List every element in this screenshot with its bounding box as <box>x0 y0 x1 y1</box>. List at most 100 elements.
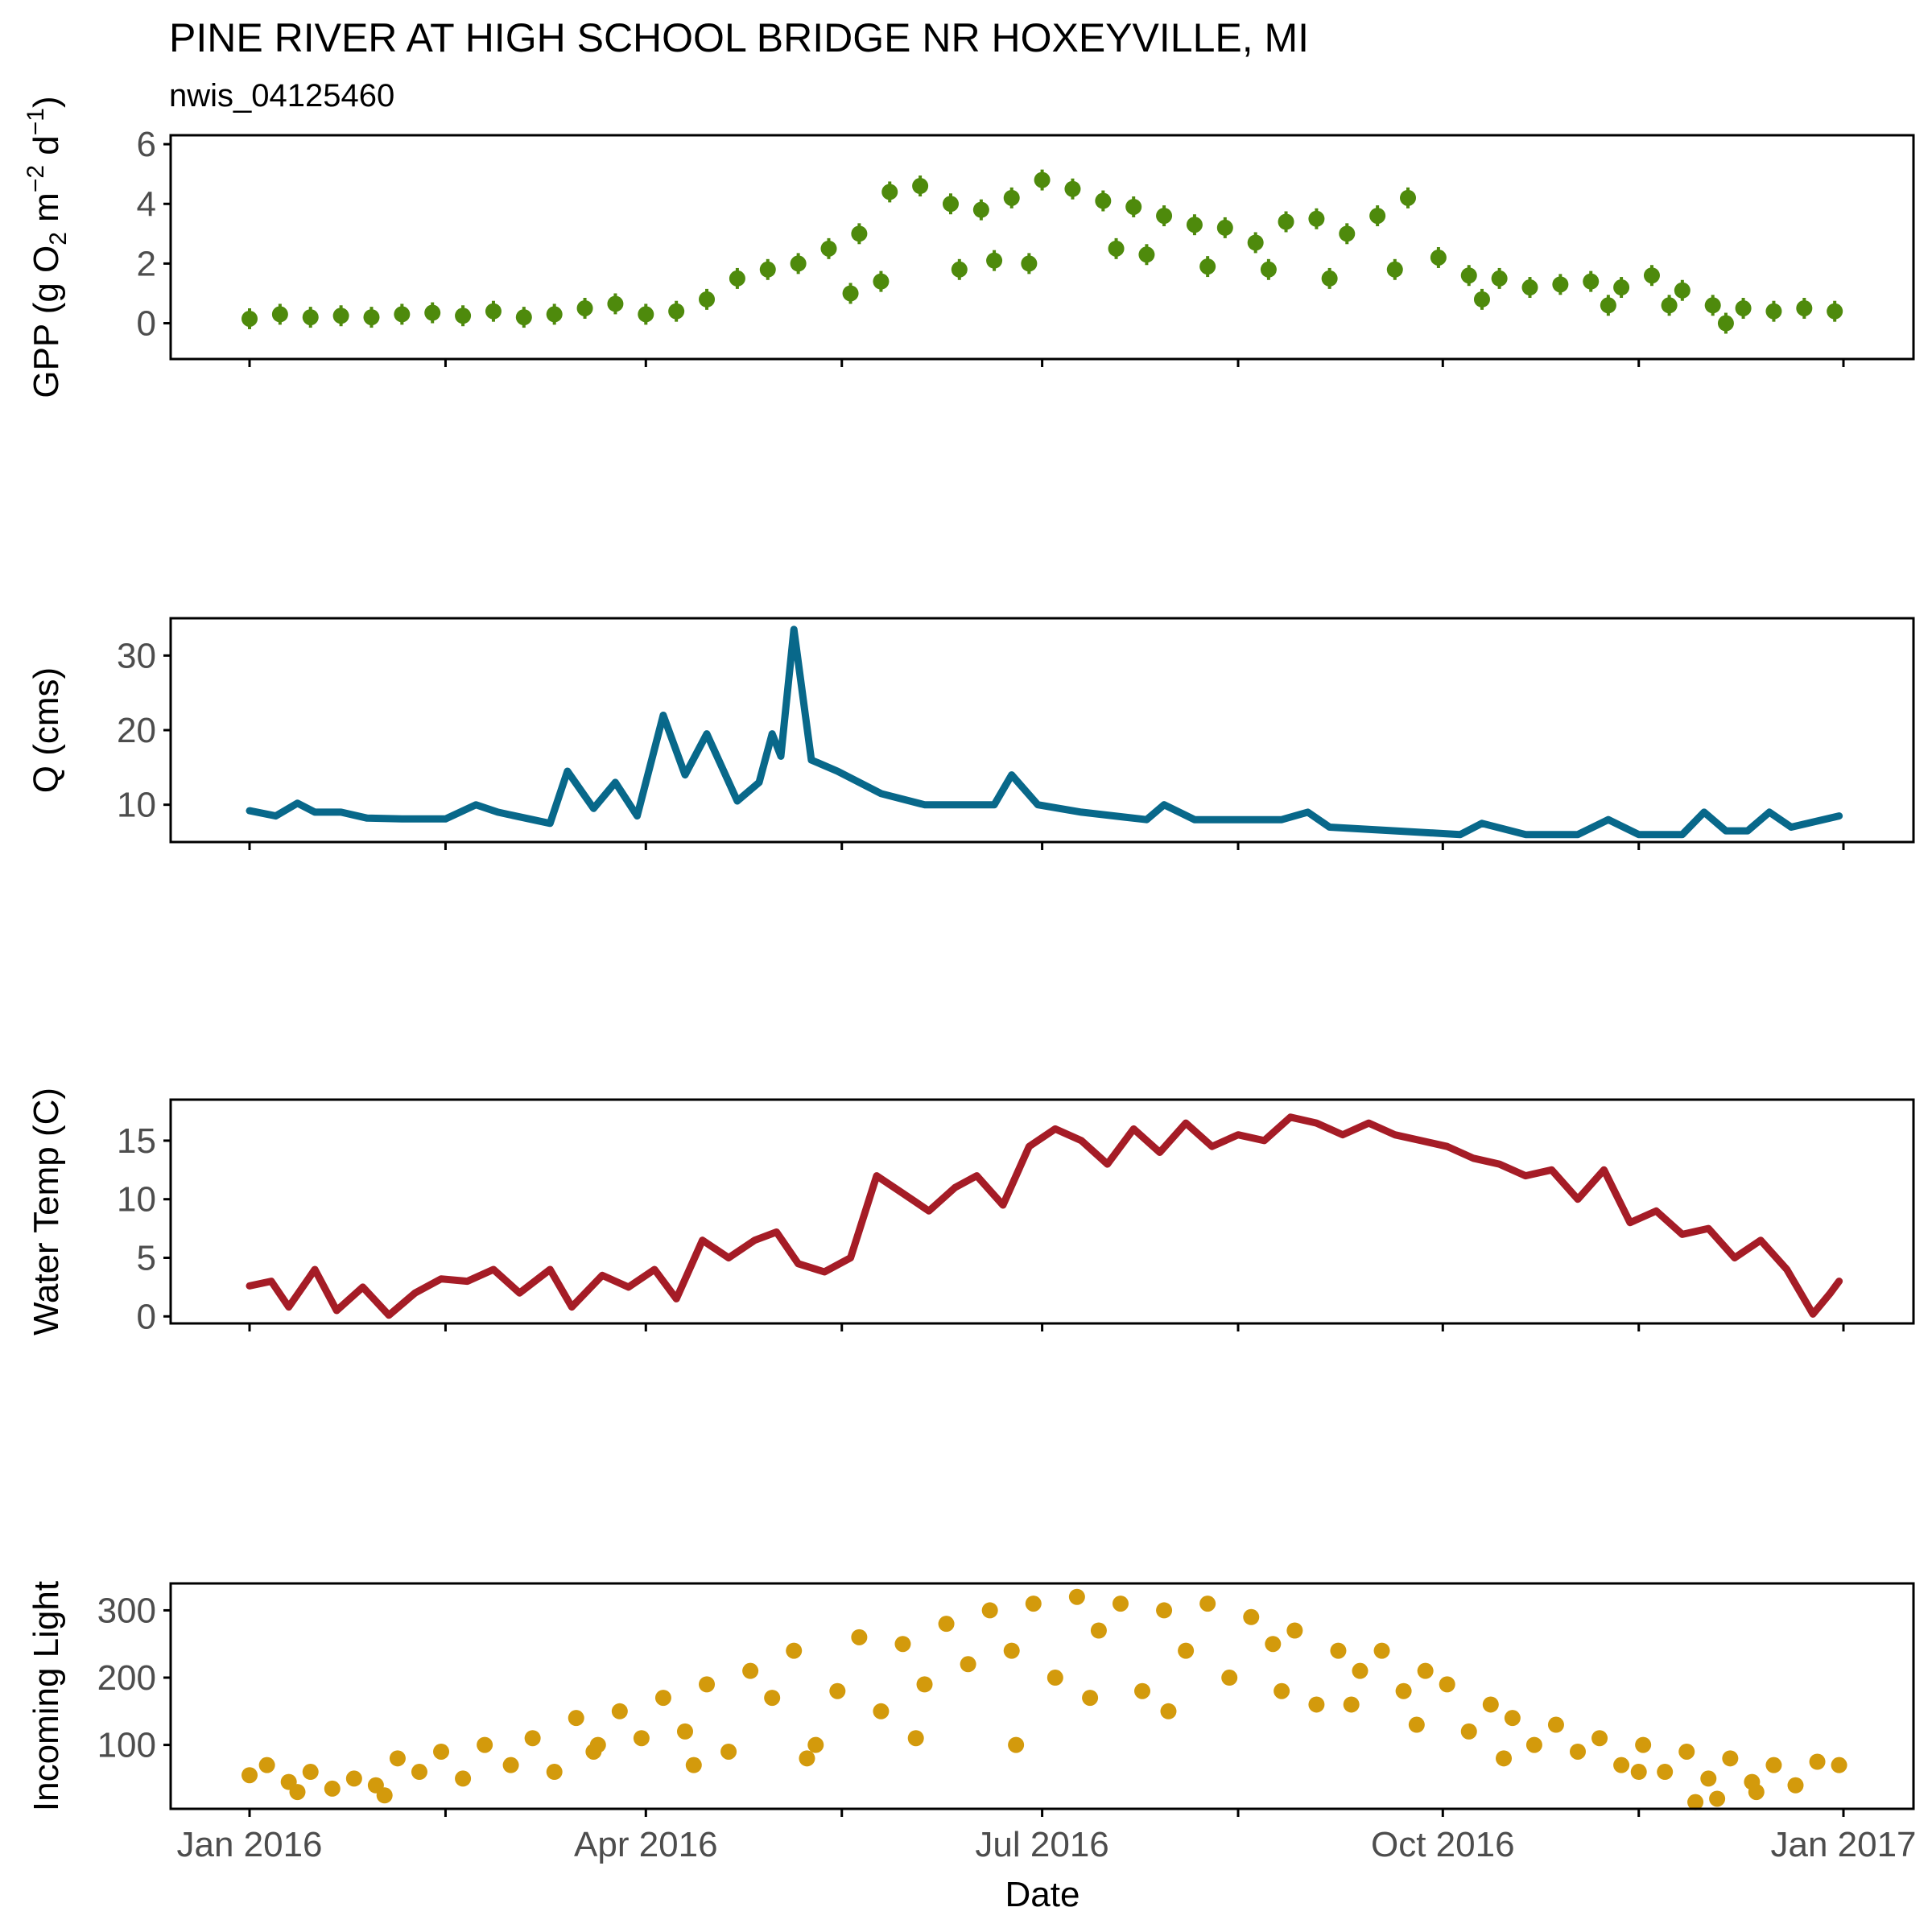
light-point <box>1221 1670 1238 1686</box>
gpp-point <box>986 252 1003 269</box>
light-point <box>1090 1622 1107 1639</box>
gpp-point <box>1552 276 1569 293</box>
gpp-point <box>851 225 868 242</box>
temp-series-line <box>246 1113 1843 1319</box>
light-point <box>1591 1730 1608 1747</box>
light-point <box>1570 1743 1586 1760</box>
gpp-point <box>1521 279 1538 296</box>
gpp-point <box>820 240 837 257</box>
light-point <box>1687 1794 1704 1810</box>
gpp-point <box>729 270 745 287</box>
light-point <box>302 1764 319 1781</box>
light-point <box>807 1736 824 1753</box>
gpp-point <box>242 310 258 327</box>
light-point <box>1748 1784 1765 1801</box>
gpp-point <box>668 303 685 320</box>
gpp-point <box>972 201 989 218</box>
light-point <box>1003 1642 1020 1659</box>
temp-y-tick-label: 10 <box>117 1180 156 1220</box>
gpp-point <box>1216 219 1233 236</box>
gpp-point <box>1400 189 1417 206</box>
gpp-y-tick-label: 2 <box>137 244 156 283</box>
gpp-point <box>332 308 349 324</box>
light-point <box>1156 1602 1173 1619</box>
gpp-point <box>455 308 472 324</box>
light-point <box>938 1616 955 1633</box>
gpp-point <box>1643 267 1660 284</box>
x-tick-label: Oct 2016 <box>1371 1825 1515 1864</box>
gpp-point <box>1138 246 1155 263</box>
light-point <box>699 1676 716 1693</box>
panel-q: 10 20 30 Q (cms) <box>27 617 1915 850</box>
light-point <box>1787 1777 1804 1794</box>
gpp-y-ticks: 0 2 4 6 <box>137 125 171 344</box>
light-point <box>829 1682 846 1699</box>
gpp-point <box>1003 189 1020 206</box>
light-point <box>1525 1736 1542 1753</box>
gpp-point <box>1583 273 1600 290</box>
x-tick-label: Jul 2016 <box>975 1825 1108 1864</box>
q-series-line <box>246 625 1843 839</box>
gpp-point <box>1827 303 1843 320</box>
light-point <box>1025 1596 1042 1612</box>
light-point <box>894 1636 911 1653</box>
gpp-point <box>1369 208 1386 225</box>
light-point <box>1700 1770 1717 1787</box>
panel-light: 100 200 300 Incoming Light Jan 2016 Apr 201… <box>27 1581 1917 1864</box>
light-point <box>1008 1736 1025 1753</box>
light-point <box>455 1770 472 1787</box>
temp-y-ticks: 0 5 10 15 <box>117 1121 171 1336</box>
light-point <box>1286 1622 1303 1639</box>
gpp-point <box>1308 210 1325 227</box>
gpp-point <box>1034 171 1051 188</box>
gpp-points <box>242 169 1843 334</box>
light-point <box>1657 1764 1674 1781</box>
light-point <box>1635 1736 1652 1753</box>
gpp-point <box>1260 261 1277 278</box>
light-point <box>433 1743 450 1760</box>
gpp-point <box>881 184 898 200</box>
x-tick-label: Jan 2017 <box>1770 1825 1916 1864</box>
gpp-point <box>1125 198 1142 215</box>
gpp-point <box>1386 261 1403 278</box>
light-point <box>1373 1642 1390 1659</box>
x-tick-label: Apr 2016 <box>574 1825 718 1864</box>
light-point <box>524 1730 541 1747</box>
light-point <box>411 1764 427 1781</box>
light-point <box>633 1730 650 1747</box>
q-y-axis-label: Q (cms) <box>27 667 66 793</box>
light-points <box>242 1588 1847 1810</box>
light-point <box>981 1602 998 1619</box>
panel-gpp: 0 2 4 6 GPP (g O2 m−2 d−1) <box>23 96 1915 398</box>
light-point <box>799 1750 815 1767</box>
gpp-point <box>1735 299 1752 316</box>
light-point <box>1809 1753 1826 1770</box>
light-point <box>960 1656 976 1673</box>
light-point <box>1199 1596 1216 1612</box>
light-point <box>786 1642 803 1659</box>
gpp-y-axis-label: GPP (g O2 m−2 d−1) <box>23 96 72 398</box>
light-point <box>1417 1662 1434 1679</box>
light-point <box>242 1767 258 1784</box>
gpp-point <box>1247 234 1264 251</box>
gpp-point <box>1199 258 1216 275</box>
light-point <box>1352 1662 1368 1679</box>
gpp-point <box>515 309 532 326</box>
light-point <box>851 1629 868 1645</box>
light-point <box>1547 1716 1564 1733</box>
gpp-point <box>638 306 654 323</box>
gpp-point <box>1430 249 1447 266</box>
light-point <box>546 1764 563 1781</box>
gpp-point <box>1186 217 1203 233</box>
gpp-point <box>1765 303 1782 320</box>
light-point <box>742 1662 759 1679</box>
gpp-point <box>1717 315 1734 332</box>
x-tick-label: Jan 2016 <box>176 1825 322 1864</box>
gpp-panel-border <box>169 134 1915 361</box>
gpp-point <box>699 291 716 308</box>
gpp-point <box>271 306 288 323</box>
light-point <box>1082 1690 1099 1707</box>
light-y-tick-label: 200 <box>97 1658 156 1698</box>
gpp-point <box>790 255 807 272</box>
gpp-point <box>546 306 563 323</box>
